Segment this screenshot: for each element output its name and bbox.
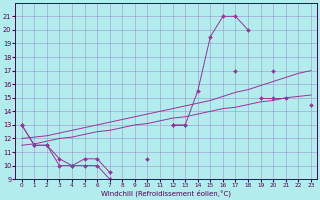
X-axis label: Windchill (Refroidissement éolien,°C): Windchill (Refroidissement éolien,°C) <box>101 190 231 197</box>
